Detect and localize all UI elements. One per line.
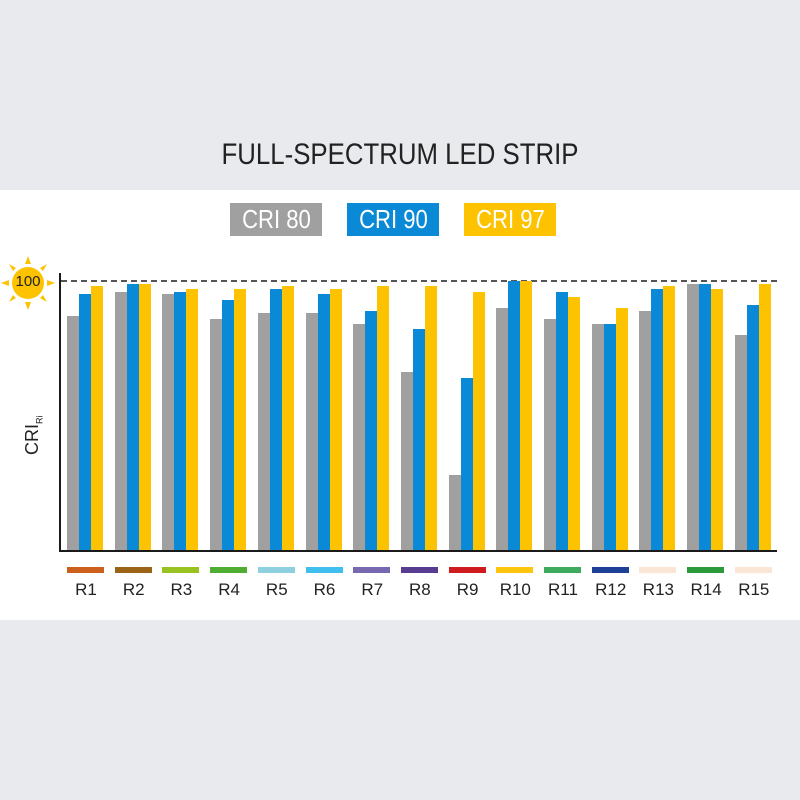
bar-r15-cri80 [734,334,747,550]
x-tick-label: R5 [265,580,288,599]
color-swatch-r13 [639,567,677,573]
x-tick-label: R11 [548,580,578,599]
bar-r6-cri90 [317,294,330,550]
reference-line-100 [61,280,777,282]
bar-r10-cri90 [508,281,521,550]
bar-r11-cri97 [568,297,580,550]
color-swatch-r7 [353,567,391,573]
bar-r3-cri90 [174,291,187,550]
bar-r15-cri97 [758,283,771,550]
color-swatch-r8 [400,567,438,573]
color-swatch-r3 [162,567,200,573]
bar-r13-cri97 [663,286,676,550]
x-tick-label: R6 [313,580,336,599]
bar-r3-cri97 [186,289,199,550]
color-swatch-r5 [257,567,295,573]
x-tick-label: R3 [170,580,193,599]
bar-r2-cri80 [114,291,127,550]
bar-r5-cri90 [269,289,282,550]
legend-item-cri80: CRI 80 [230,203,322,236]
x-tick-label: R4 [218,580,240,599]
bar-r4-cri97 [234,289,247,550]
legend: CRI 80 CRI 90 CRI 97 [0,203,800,237]
bar-r11-cri80 [544,318,556,550]
color-swatch-r14 [687,567,725,573]
bar-r15-cri90 [746,305,759,550]
x-tick-label: R1 [75,580,97,599]
color-swatch-r4 [210,567,248,573]
color-swatch-r11 [544,567,581,573]
sun-icon [1,256,55,310]
bar-r1-cri80 [67,315,79,550]
bar-r13-cri90 [651,289,664,550]
color-swatch-r10 [496,567,534,573]
bar-r8-cri80 [400,372,413,550]
x-tick-label: R12 [595,580,627,599]
chart-title: FULL-SPECTRUM LED STRIP [221,138,579,171]
x-tick-label: R8 [409,580,431,599]
x-axis [59,550,777,552]
color-swatch-r15 [734,567,772,573]
bar-r12-cri80 [591,324,604,550]
x-tick-label: R10 [499,580,531,599]
y-axis [59,273,61,552]
bar-r5-cri80 [257,313,270,550]
bar-r7-cri80 [353,324,366,550]
bar-r7-cri90 [365,310,378,550]
bar-r2-cri90 [126,283,139,550]
y-axis-label: CRIRi [22,415,45,456]
x-tick-label: R9 [456,580,479,599]
color-swatch-r1 [67,567,104,573]
x-tick-label: R13 [642,580,674,599]
bar-r10-cri97 [520,281,533,550]
bar-r3-cri80 [162,294,175,550]
bar-r2-cri97 [138,283,151,550]
bar-r6-cri80 [305,313,318,550]
bar-r4-cri80 [210,318,223,550]
color-swatch-r9 [448,567,486,573]
bar-r9-cri90 [460,377,473,550]
x-tick-label: R14 [690,580,722,599]
ref-value-label: 100 [15,273,41,290]
x-tick-label: R15 [738,580,770,599]
bar-r12-cri97 [615,307,628,550]
bar-r5-cri97 [281,286,294,550]
bar-r6-cri97 [329,289,342,550]
bar-r11-cri90 [556,291,568,550]
bar-r13-cri80 [639,310,652,550]
bar-r9-cri80 [448,474,461,550]
bar-r14-cri80 [687,283,700,550]
bar-r8-cri90 [412,329,425,550]
bar-r8-cri97 [424,286,437,550]
legend-item-cri90: CRI 90 [347,203,439,236]
x-tick-label: R2 [122,580,145,599]
bar-r12-cri90 [603,324,616,550]
bar-r4-cri90 [222,299,235,550]
x-tick-label: R7 [361,580,384,599]
color-swatch-r6 [305,567,343,573]
legend-item-cri97: CRI 97 [464,203,556,236]
bar-r1-cri90 [79,294,91,550]
color-swatch-r12 [591,567,629,573]
bar-r14-cri97 [711,289,724,550]
bar-r14-cri90 [699,283,712,550]
color-swatch-r2 [114,567,152,573]
bar-r9-cri97 [472,291,485,550]
bar-r7-cri97 [377,286,390,550]
bar-r1-cri97 [91,286,103,550]
bar-r10-cri80 [496,307,509,550]
